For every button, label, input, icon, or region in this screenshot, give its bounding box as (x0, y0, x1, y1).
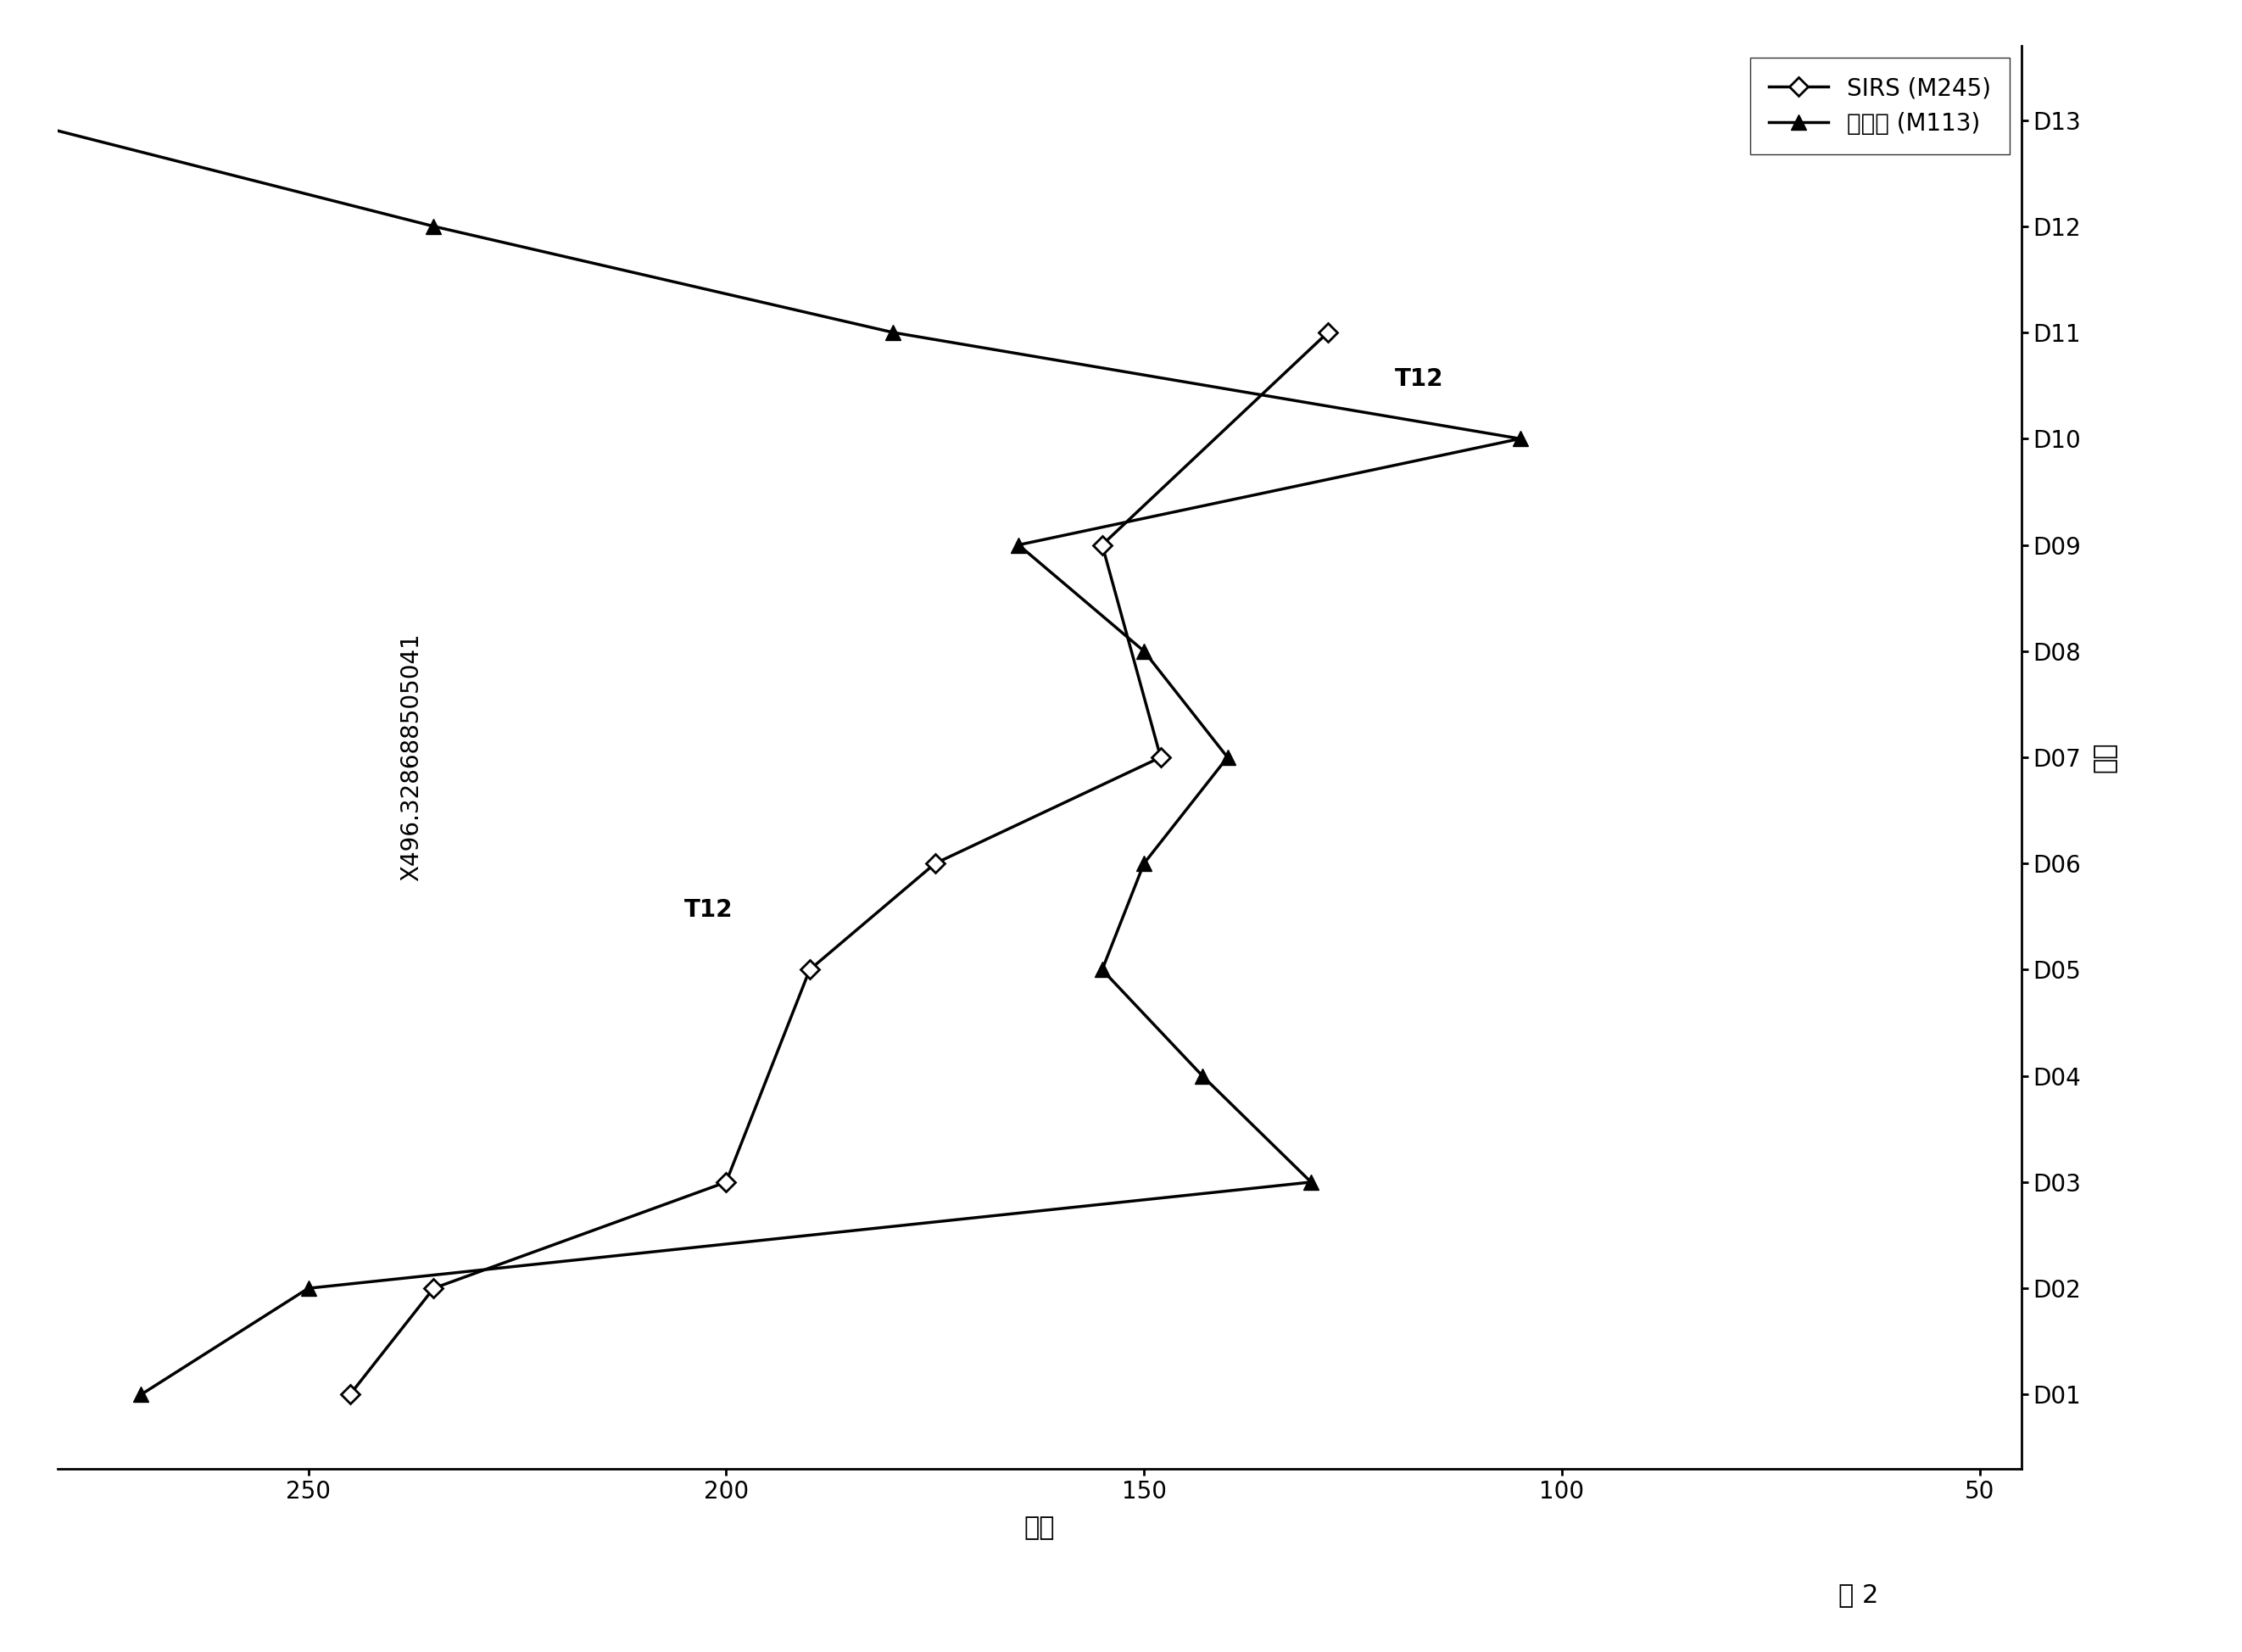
X-axis label: 强度: 强度 (1025, 1515, 1056, 1540)
Legend: SIRS (M245), 脸毒症 (M113): SIRS (M245), 脸毒症 (M113) (1751, 58, 2009, 155)
Text: T12: T12 (684, 899, 733, 922)
Text: X496.328688505041: X496.328688505041 (399, 633, 424, 882)
Text: T12: T12 (1395, 367, 1444, 390)
Y-axis label: 天数: 天数 (2092, 742, 2116, 773)
Text: 图 2: 图 2 (1838, 1583, 1879, 1607)
